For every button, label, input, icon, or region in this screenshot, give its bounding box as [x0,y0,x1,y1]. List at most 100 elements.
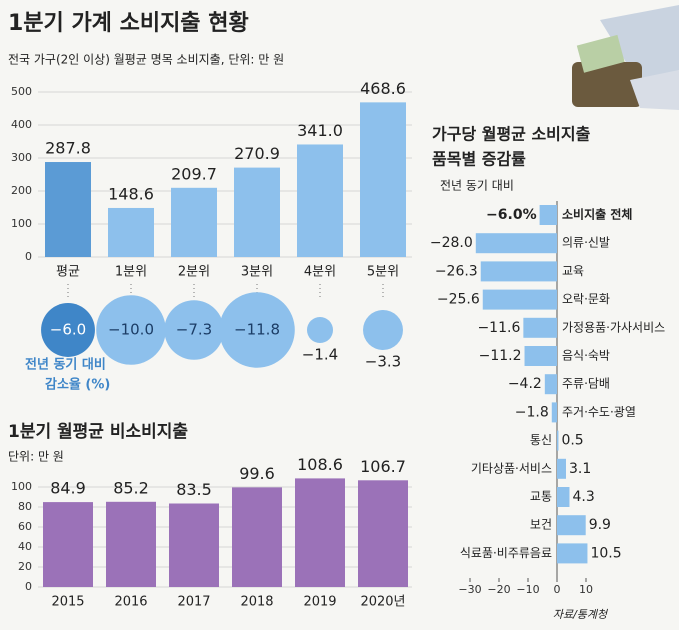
y-tick-label: 300 [11,151,32,164]
bar [295,478,345,587]
bubble [363,310,403,350]
x-tick-label: −20 [487,583,510,596]
bar [480,261,557,282]
data-label: −11.6 [477,320,520,336]
data-label: −7.3 [176,321,212,339]
y-tick-label: 60 [18,520,32,533]
x-tick-label: 평균 [56,265,80,280]
bar [232,487,282,587]
bar [523,317,557,338]
data-label: −28.0 [430,235,473,251]
x-tick-label: 10 [579,583,593,596]
x-tick-label: 2020년 [360,595,405,610]
category-label: 주류·담배 [562,377,610,391]
bar [539,205,557,225]
wallet-illustration [572,5,679,110]
category-label: 의류·신발 [562,236,610,250]
data-label: 287.8 [45,139,91,158]
y-tick-label: 0 [25,580,32,593]
bar [171,187,217,257]
data-label: 9.9 [589,517,611,533]
data-label: −11.8 [234,321,280,339]
data-label: 148.6 [108,184,154,203]
bar [106,501,156,587]
x-tick-label: 2019 [303,595,336,610]
subtitle: 전국 가구(2인 이상) 월평균 명목 소비지출, 단위: 만 원 [8,53,284,67]
y-tick-label: 40 [18,540,32,553]
bar [557,543,588,564]
x-tick-label: 2018 [240,595,273,610]
bubble [96,295,166,365]
category-label: 소비지출 전체 [562,207,632,222]
data-label: −1.4 [302,346,338,364]
source: 자료/통계청 [553,608,609,621]
data-label: 4.3 [572,489,594,505]
x-tick-label: 0 [554,583,561,596]
x-tick-label: 1분위 [115,265,147,280]
data-label: −25.6 [437,292,480,308]
bar [358,480,408,587]
y-tick-label: 500 [11,85,32,98]
bar [360,102,406,257]
bar [234,167,280,257]
x-tick-label: −10 [516,583,539,596]
bar [45,162,91,257]
x-tick-label: 4분위 [304,265,336,280]
bar [557,430,559,451]
data-label: 468.6 [360,79,406,98]
y-tick-label: 100 [11,217,32,230]
bubble [306,316,334,344]
bar [557,515,586,536]
chart-title: 1분기 월평균 비소비지출 [8,422,188,442]
data-label: −3.3 [365,352,401,370]
data-label: −10.0 [108,321,154,339]
x-tick-label: 2017 [177,595,210,610]
chart-title: 품목별 증감률 [432,150,526,169]
category-label: 보건 [530,518,552,532]
x-tick-label: 2분위 [178,265,210,280]
category-label: 교통 [530,490,552,504]
data-label: 0.5 [561,433,583,449]
data-label: 3.1 [569,461,591,477]
category-label: 오락·문화 [562,292,610,306]
y-tick-label: 200 [11,184,32,197]
category-label: 교육 [562,264,584,278]
y-tick-label: 400 [11,118,32,131]
category-label: 음식·숙박 [562,349,610,363]
bar [557,458,566,479]
data-label: −6.0% [486,207,537,223]
x-tick-label: 2015 [51,595,84,610]
data-label: −6.0 [50,321,86,339]
bar [43,502,93,587]
data-label: 106.7 [360,457,406,476]
bubble [219,292,295,368]
data-label: −11.2 [479,348,522,364]
subtitle: 전년 동기 대비 [440,179,514,193]
data-label: 84.9 [50,479,86,498]
data-label: 10.5 [590,545,621,561]
data-label: 83.5 [176,480,212,499]
data-label: −1.8 [515,404,549,420]
bubble [41,303,95,357]
chart-title: 가구당 월평균 소비지출 [432,125,591,144]
data-label: 85.2 [113,478,149,497]
data-label: 99.6 [239,464,275,483]
bar [524,346,557,366]
x-tick-label: 2016 [114,595,147,610]
category-label: 통신 [530,433,552,447]
category-label: 기타상품·서비스 [471,461,552,475]
bar [544,374,557,395]
y-tick-label: 0 [25,250,32,263]
y-tick-label: 80 [18,500,32,513]
y-tick-label: 100 [11,480,32,493]
x-tick-label: −30 [458,583,481,596]
bar [475,233,557,254]
bar [482,289,557,310]
data-label: 108.6 [297,455,343,474]
x-tick-label: 5분위 [367,265,399,280]
bar [108,207,154,257]
title: 1분기 가계 소비지출 현황 [8,11,249,36]
category-label: 가정용품·가사서비스 [562,320,665,334]
bar [169,503,219,587]
